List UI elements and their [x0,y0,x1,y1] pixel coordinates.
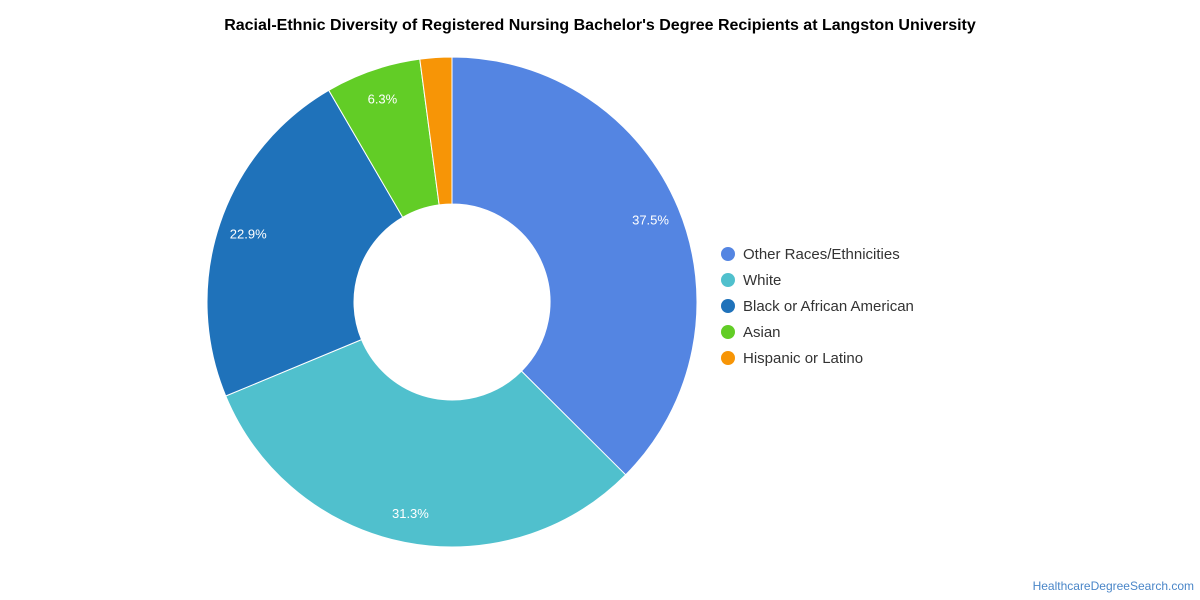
legend-item-3[interactable]: Asian [721,319,914,345]
chart-legend: Other Races/Ethnicities White Black or Afr… [721,241,914,371]
legend-swatch [721,247,735,261]
chart-title: Racial-Ethnic Diversity of Registered Nu… [224,17,976,34]
slice-2[interactable] [206,89,404,397]
legend-item-1[interactable]: White [721,267,914,293]
slice-label-0: 37.5% [632,212,669,227]
legend-item-0[interactable]: Other Races/Ethnicities [721,241,914,267]
legend-item-4[interactable]: Hispanic or Latino [721,345,914,371]
legend-swatch [721,299,735,313]
legend-swatch [721,325,735,339]
slice-label-2: 22.9% [230,226,267,241]
slice-label-3: 6.3% [368,92,398,107]
legend-label: Asian [743,323,781,341]
legend-label: Other Races/Ethnicities [743,245,900,263]
legend-item-2[interactable]: Black or African American [721,293,914,319]
slice-4[interactable] [419,56,453,206]
slice-1[interactable] [225,338,627,548]
legend-label: Black or African American [743,297,914,315]
source-credit[interactable]: HealthcareDegreeSearch.com [1032,579,1194,593]
legend-label: White [743,271,782,289]
slice-label-1: 31.3% [392,506,429,521]
legend-swatch [721,351,735,365]
slice-0[interactable] [451,56,698,476]
legend-swatch [721,273,735,287]
legend-label: Hispanic or Latino [743,349,864,367]
